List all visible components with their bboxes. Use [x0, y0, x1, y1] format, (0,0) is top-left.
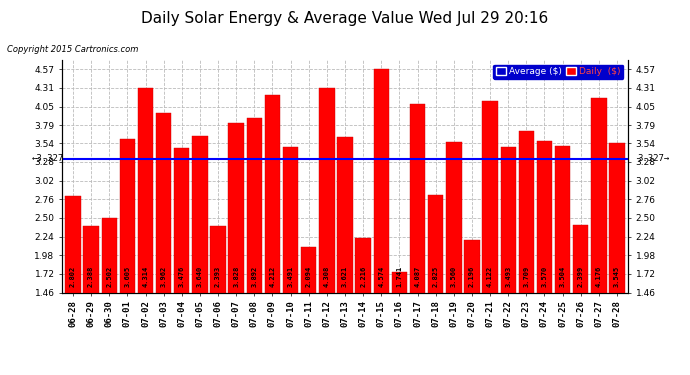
Text: 2.399: 2.399: [578, 266, 584, 288]
Bar: [337, 137, 353, 375]
Bar: [246, 118, 262, 375]
Bar: [464, 240, 480, 375]
Text: 2.825: 2.825: [433, 266, 439, 288]
Text: 2.094: 2.094: [306, 266, 312, 288]
Bar: [355, 238, 371, 375]
Bar: [373, 69, 389, 375]
Text: 3.640: 3.640: [197, 266, 203, 288]
Text: 3.892: 3.892: [251, 266, 257, 288]
Bar: [500, 147, 516, 375]
Bar: [228, 123, 244, 375]
Bar: [301, 247, 317, 375]
Bar: [392, 272, 407, 375]
Text: 3.570: 3.570: [542, 266, 547, 288]
Text: 3.491: 3.491: [288, 266, 294, 288]
Bar: [428, 195, 444, 375]
Text: 3.828: 3.828: [233, 266, 239, 288]
Bar: [410, 104, 425, 375]
Text: Copyright 2015 Cartronics.com: Copyright 2015 Cartronics.com: [7, 45, 138, 54]
Text: 2.393: 2.393: [215, 266, 221, 288]
Bar: [573, 225, 589, 375]
Text: 3.605: 3.605: [124, 266, 130, 288]
Bar: [319, 88, 335, 375]
Bar: [482, 102, 497, 375]
Text: 3.621: 3.621: [342, 266, 348, 288]
Text: 1.741: 1.741: [396, 266, 402, 288]
Bar: [265, 95, 280, 375]
Legend: Average ($), Daily  ($): Average ($), Daily ($): [493, 64, 623, 79]
Bar: [119, 139, 135, 375]
Text: 3.545: 3.545: [614, 266, 620, 288]
Bar: [210, 225, 226, 375]
Text: 4.122: 4.122: [487, 266, 493, 288]
Bar: [519, 131, 534, 375]
Text: 4.308: 4.308: [324, 266, 330, 288]
Text: 3.504: 3.504: [560, 266, 566, 288]
Bar: [101, 218, 117, 375]
Bar: [283, 147, 298, 375]
Text: 4.176: 4.176: [596, 266, 602, 288]
Bar: [174, 148, 190, 375]
Bar: [609, 143, 624, 375]
Bar: [156, 113, 171, 375]
Text: 3.327→: 3.327→: [637, 154, 669, 163]
Bar: [83, 226, 99, 375]
Bar: [555, 146, 571, 375]
Text: 4.574: 4.574: [378, 266, 384, 288]
Bar: [446, 142, 462, 375]
Bar: [537, 141, 552, 375]
Text: 3.476: 3.476: [179, 266, 185, 288]
Text: Daily Solar Energy & Average Value Wed Jul 29 20:16: Daily Solar Energy & Average Value Wed J…: [141, 11, 549, 26]
Text: 2.196: 2.196: [469, 266, 475, 288]
Text: 2.388: 2.388: [88, 266, 94, 288]
Text: ←3.327: ←3.327: [32, 154, 64, 163]
Text: 4.212: 4.212: [270, 266, 275, 288]
Text: 4.087: 4.087: [415, 266, 420, 288]
Bar: [591, 98, 607, 375]
Bar: [66, 196, 81, 375]
Text: 3.560: 3.560: [451, 266, 457, 288]
Text: 3.709: 3.709: [523, 266, 529, 288]
Bar: [138, 88, 153, 375]
Text: 3.493: 3.493: [505, 266, 511, 288]
Text: 2.802: 2.802: [70, 266, 76, 288]
Text: 2.216: 2.216: [360, 266, 366, 288]
Bar: [193, 136, 208, 375]
Text: 2.502: 2.502: [106, 266, 112, 288]
Text: 4.314: 4.314: [143, 266, 148, 288]
Text: 3.962: 3.962: [161, 266, 167, 288]
